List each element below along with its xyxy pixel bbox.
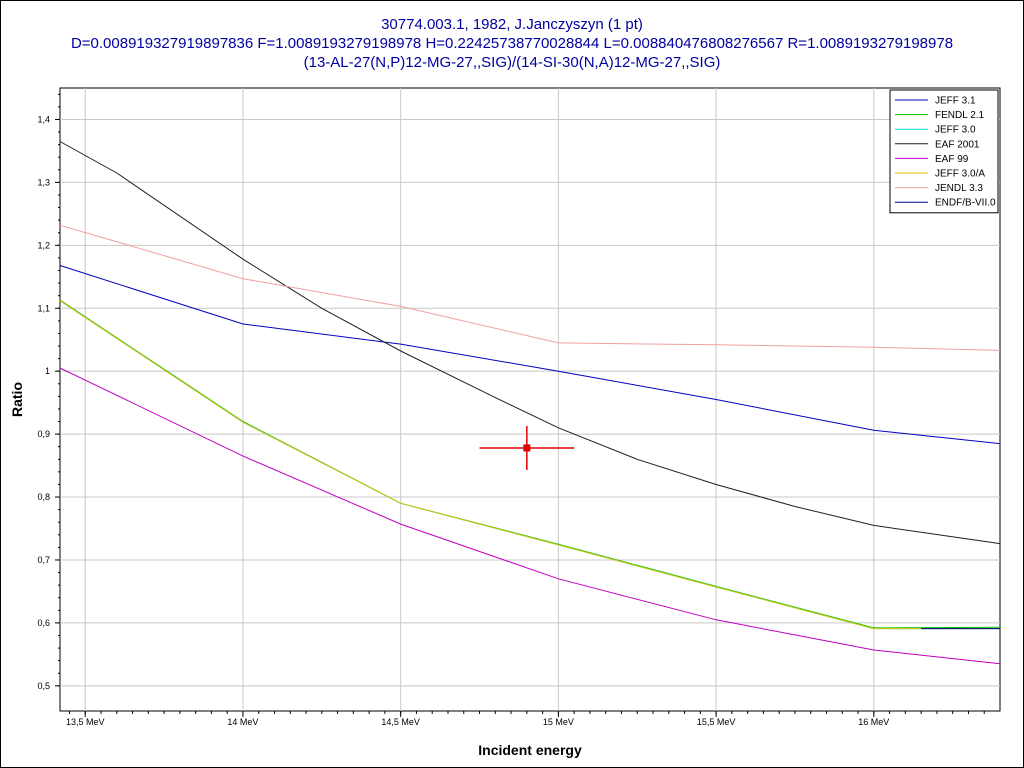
series-line-6 — [59, 224, 1001, 351]
series-layer — [59, 141, 1001, 665]
y-axis-label: Ratio — [9, 382, 25, 417]
series-line-4 — [59, 367, 1001, 665]
y-tick-label: 1,1 — [37, 303, 50, 313]
grid — [60, 88, 1000, 711]
x-tick-label: 14 MeV — [227, 717, 258, 727]
legend-entry: FENDL 2.1 — [935, 110, 985, 121]
legend-entry: JENDL 3.3 — [935, 183, 983, 194]
y-tick-label: 0,6 — [37, 618, 50, 628]
x-axis-label: Incident energy — [478, 742, 582, 758]
plot-area — [59, 87, 1001, 712]
x-tick-label: 15,5 MeV — [697, 717, 736, 727]
experimental-data-layer — [479, 425, 575, 470]
y-tick-label: 0,9 — [37, 429, 50, 439]
y-tick-label: 1,3 — [37, 177, 50, 187]
y-tick-label: 1 — [45, 366, 50, 376]
x-tick-label: 16 MeV — [858, 717, 889, 727]
y-tick-label: 1,4 — [37, 114, 50, 124]
legend-entry: JEFF 3.0/A — [935, 169, 985, 180]
series-line-5 — [59, 300, 1000, 630]
chart-title: 30774.003.1, 1982, J.Janczyszyn (1 pt) — [381, 16, 643, 33]
legend-entry: EAF 2001 — [935, 139, 980, 150]
series-line-0 — [59, 265, 1001, 445]
series-line-1 — [59, 299, 1001, 629]
legend-entry: ENDF/B-VII.0 — [935, 198, 996, 209]
y-tick-label: 0,8 — [37, 492, 50, 502]
y-tick-label: 0,5 — [37, 681, 50, 691]
x-tick-label: 14,5 MeV — [381, 717, 420, 727]
series-line-3 — [59, 141, 1001, 545]
legend: JEFF 3.1 FENDL 2.1 JEFF 3.0 EAF 2001 EAF 99 J… — [889, 89, 999, 214]
y-tick-label: 0,7 — [37, 555, 50, 565]
x-tick-label: 15 MeV — [543, 717, 574, 727]
legend-entry: JEFF 3.0 — [935, 125, 976, 136]
y-tick-label: 1,2 — [37, 240, 50, 250]
axis-ticks: 0,5 0,6 0,7 0,8 0,9 1 1,1 1,2 1,3 1,4 13,5 MeV 14 M… — [37, 93, 985, 727]
chart-subtitle: D=0.008919327919897836 F=1.0089193279198… — [70, 35, 954, 52]
x-tick-label: 13,5 MeV — [66, 717, 105, 727]
chart-reaction-label: (13-AL-27(N,P)12-MG-27,,SIG)/(14-SI-30(N… — [303, 54, 721, 71]
legend-entry: JEFF 3.1 — [935, 96, 976, 107]
data-point-marker — [523, 444, 531, 452]
legend-entry: EAF 99 — [935, 154, 969, 165]
legend-box — [889, 89, 999, 214]
